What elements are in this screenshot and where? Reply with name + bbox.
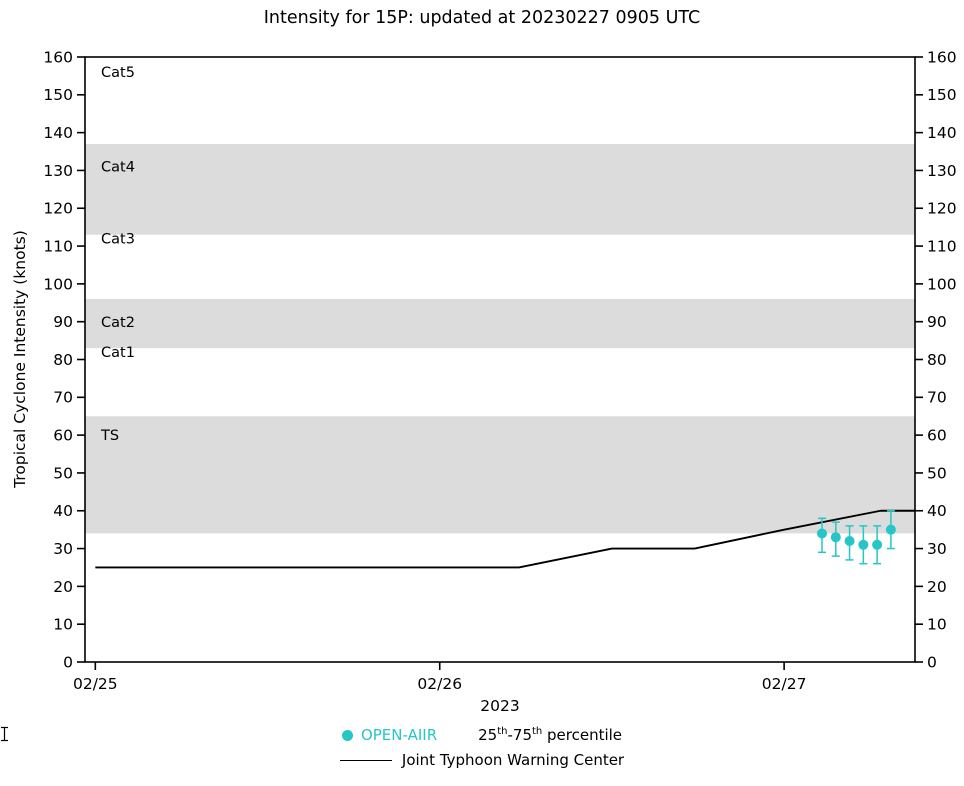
y-tick-label-left: 0 bbox=[63, 653, 73, 671]
y-tick-label-left: 90 bbox=[53, 313, 73, 331]
y-tick-label-right: 150 bbox=[927, 86, 957, 104]
intensity-plot: 0 0 10 10 20 20 30 30 40 40 50 50 60 60 70 70 80 80 90 90 10… bbox=[43, 48, 957, 715]
legend: OPEN-AIIR 25th-75th percentile Joint Typ… bbox=[0, 726, 964, 769]
jtwc-line-icon bbox=[339, 759, 392, 761]
y-tick-label-right: 140 bbox=[927, 124, 957, 142]
x-axis-year-label: 2023 bbox=[480, 697, 519, 715]
y-tick-label-left: 10 bbox=[53, 616, 73, 634]
y-tick-label-left: 30 bbox=[53, 540, 73, 558]
category-label-TS: TS bbox=[100, 428, 119, 444]
y-tick-label-left: 20 bbox=[53, 578, 73, 596]
category-label-Cat5: Cat5 bbox=[101, 65, 135, 81]
open-aiir-point bbox=[844, 536, 855, 546]
category-label-Cat2: Cat2 bbox=[101, 315, 135, 331]
y-tick-label-right: 90 bbox=[927, 313, 947, 331]
x-tick-label: 02/27 bbox=[762, 675, 807, 693]
percentile-label: 25th-75th percentile bbox=[478, 726, 623, 744]
legend-row-1: OPEN-AIIR 25th-75th percentile bbox=[1, 726, 623, 744]
y-tick-label-right: 0 bbox=[927, 653, 937, 671]
y-tick-label-left: 80 bbox=[53, 351, 73, 369]
category-label-Cat3: Cat3 bbox=[101, 232, 135, 248]
open-aiir-point bbox=[817, 528, 828, 539]
jtwc-label: Joint Typhoon Warning Center bbox=[401, 751, 625, 769]
y-tick-label-right: 100 bbox=[927, 275, 957, 293]
x-tick-label: 02/26 bbox=[417, 675, 462, 693]
y-tick-label-right: 130 bbox=[927, 162, 957, 180]
category-label-Cat4: Cat4 bbox=[101, 160, 135, 176]
x-tick-label: 02/25 bbox=[73, 675, 118, 693]
y-tick-label-right: 160 bbox=[927, 48, 957, 66]
open-aiir-point bbox=[830, 532, 841, 543]
y-tick-label-right: 110 bbox=[927, 237, 957, 255]
y-tick-label-left: 100 bbox=[43, 275, 73, 293]
y-tick-label-right: 80 bbox=[927, 351, 947, 369]
jtwc-intensity-line bbox=[95, 509, 915, 569]
open-aiir-point bbox=[858, 539, 869, 550]
band-TS bbox=[85, 416, 915, 534]
y-tick-label-right: 70 bbox=[927, 389, 947, 407]
band-Cat2 bbox=[85, 299, 915, 349]
category-label-Cat1: Cat1 bbox=[101, 345, 135, 361]
y-tick-label-right: 20 bbox=[927, 578, 947, 596]
y-tick-label-left: 110 bbox=[43, 237, 73, 255]
band-Cat4 bbox=[85, 143, 915, 235]
y-tick-label-right: 60 bbox=[927, 427, 947, 445]
y-tick-label-right: 40 bbox=[927, 502, 947, 520]
y-tick-label-left: 120 bbox=[43, 200, 73, 218]
chart-title: Intensity for 15P: updated at 20230227 0… bbox=[263, 8, 701, 28]
y-tick-label-left: 40 bbox=[53, 502, 73, 520]
y-tick-label-left: 140 bbox=[43, 124, 73, 142]
y-tick-label-left: 160 bbox=[43, 48, 73, 66]
open-aiir-dot-icon bbox=[341, 729, 353, 741]
y-tick-label-left: 50 bbox=[53, 464, 73, 482]
open-aiir-point bbox=[872, 539, 883, 550]
y-tick-label-right: 10 bbox=[927, 616, 947, 634]
open-aiir-point bbox=[885, 524, 896, 535]
y-tick-label-right: 120 bbox=[927, 200, 957, 218]
y-tick-label-left: 60 bbox=[53, 427, 73, 445]
legend-row-2: Joint Typhoon Warning Center bbox=[339, 751, 625, 769]
y-tick-label-left: 70 bbox=[53, 389, 73, 407]
y-tick-label-left: 150 bbox=[43, 86, 73, 104]
open-aiir-label: OPEN-AIIR bbox=[360, 726, 438, 744]
y-tick-label-right: 30 bbox=[927, 540, 947, 558]
y-tick-label-left: 130 bbox=[43, 162, 73, 180]
y-tick-label-right: 50 bbox=[927, 464, 947, 482]
